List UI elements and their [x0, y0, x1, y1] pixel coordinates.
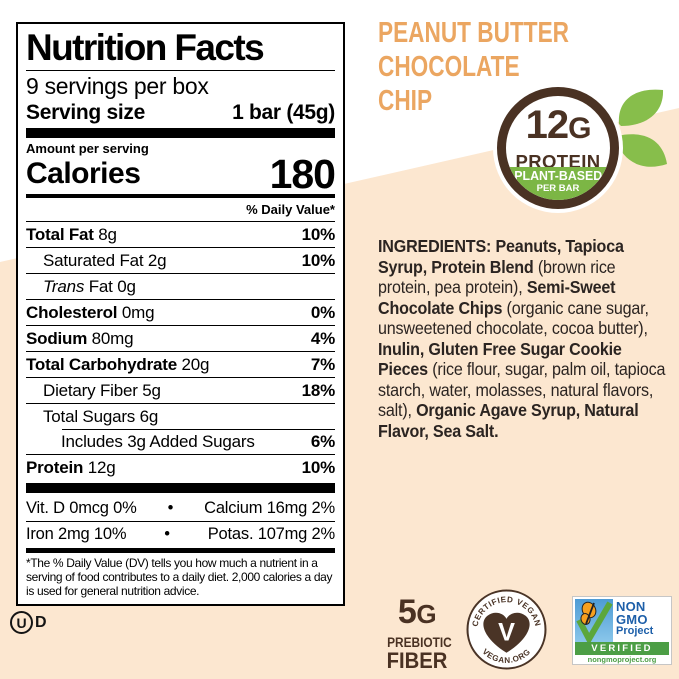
vegan-heart-icon: [483, 612, 530, 653]
kosher-circle-u-icon: U: [10, 611, 33, 634]
fiber-grams: 5G: [383, 595, 451, 633]
gmo-word: GMO: [616, 611, 648, 627]
daily-value-footnote: *The % Daily Value (DV) tells you how mu…: [26, 556, 333, 598]
product-flavor-title-line: CHOCOLATE: [378, 51, 520, 83]
prebiotic-word: PREBIOTIC: [387, 635, 452, 650]
micronutrient-row: Iron 2mg 10% • Potas. 107mg 2%: [26, 521, 335, 547]
divider-thick: [26, 483, 335, 493]
nutrient-row: Protein 12g 10%: [26, 454, 335, 480]
product-flavor-title-line: CHIP: [378, 85, 433, 117]
micronutrient-rows: Vit. D 0mcg 0% • Calcium 16mg 2% Iron 2mg 1…: [26, 496, 335, 547]
verified-bar: VERIFIED: [575, 642, 669, 655]
ingredients-segment: Organic Agave Syrup, Natural Flavor, Sea…: [378, 400, 639, 441]
kosher-ou-d-mark: U D: [10, 611, 47, 634]
leaves-icon: [616, 89, 667, 167]
micronutrient-row: Vit. D 0mcg 0% • Calcium 16mg 2%: [26, 499, 335, 517]
plant-based-banner: PLANT-BASED PER BAR: [506, 167, 610, 200]
butterfly-checkmark-icon: [575, 599, 613, 646]
divider-thick: [26, 128, 335, 138]
protein-grams: 12G: [525, 103, 592, 153]
divider-hairline: [26, 70, 335, 71]
amount-per-serving-label: Amount per serving: [26, 141, 149, 156]
vegan-v-letter: V: [498, 619, 515, 647]
fiber-grams-unit: G: [416, 599, 437, 629]
daily-value-header: % Daily Value*: [246, 202, 335, 217]
calories-value: 180: [269, 151, 336, 197]
nutrient-row: Dietary Fiber 5g 18%: [26, 377, 335, 403]
fiber-word: FIBER: [386, 648, 448, 673]
divider-medium: [26, 548, 335, 553]
ingredients-segment: (brown rice protein, pea protein),: [378, 256, 616, 298]
non-gmo-url: nongmoproject.org: [587, 655, 657, 664]
ingredients-segment: Semi-Sweet Chocolate Chips: [378, 277, 616, 318]
product-flavor-title-line: PEANUT BUTTER: [378, 17, 570, 49]
nutrient-row: Total Sugars 6g: [26, 403, 335, 429]
nutrient-rows: Total Fat 8g 10% Saturated Fat 2g 10% Trans …: [26, 221, 335, 480]
divider-medium: [26, 194, 335, 198]
fiber-grams-number: 5: [397, 593, 417, 631]
protein-badge-ring: 12G PROTEIN PLANT-BASED PER BAR: [497, 87, 619, 209]
nutrient-row: Total Fat 8g 10%: [26, 221, 335, 247]
fiber-badge: 5G PREBIOTIC FIBER: [383, 595, 452, 673]
product-flavor-title: PEANUT BUTTER CHOCOLATE CHIP: [378, 16, 569, 118]
per-bar-text: PER BAR: [536, 183, 580, 194]
nutrient-row: Cholesterol 0mg 0%: [26, 299, 335, 325]
ingredients-text: INGREDIENTS: Peanuts, Tapioca Syrup, Pro…: [378, 236, 667, 441]
protein-word: PROTEIN: [515, 151, 601, 172]
nutrition-facts-panel: Nutrition Facts 9 servings per box Servi…: [16, 22, 345, 606]
serving-size-label: Serving size: [26, 101, 145, 124]
nutrition-facts-title: Nutrition Facts: [26, 27, 265, 68]
kosher-dairy-letter: D: [35, 613, 47, 631]
nutrient-row: Includes 3g Added Sugars 6%: [26, 429, 335, 454]
calories-row: Calories 180: [26, 151, 336, 197]
non-gmo-top-section: NON GMO Project: [575, 599, 669, 646]
non-gmo-wordmark: NON GMO Project: [613, 599, 669, 642]
nutrient-row: Trans Fat 0g: [26, 273, 335, 299]
protein-grams-unit: G: [568, 112, 591, 145]
certified-vegan-seal: CERTIFIED VEGAN VEGAN.ORG V: [466, 589, 547, 670]
serving-size-value: 1 bar (45g): [232, 101, 335, 124]
non-word: NON: [616, 599, 646, 614]
nutrient-row: Saturated Fat 2g 10%: [26, 247, 335, 273]
non-gmo-verified-seal: NON GMO Project VERIFIED nongmoproject.o…: [572, 596, 672, 665]
servings-per-container: 9 servings per box: [26, 73, 209, 99]
protein-grams-number: 12: [525, 103, 569, 147]
serving-size-row: Serving size 1 bar (45g): [26, 100, 335, 125]
protein-badge: 12G PROTEIN PLANT-BASED PER BAR: [493, 83, 623, 213]
ingredients-segment: (organic cane sugar, unsweetened chocola…: [378, 297, 649, 339]
plant-based-text: PLANT-BASED: [514, 168, 602, 183]
project-word: Project: [616, 625, 654, 637]
ingredients-segment: Inulin, Gluten Free Sugar Cookie Pieces: [378, 338, 622, 380]
calories-label: Calories: [26, 157, 141, 190]
nutrient-row: Sodium 80mg 4%: [26, 325, 335, 351]
ingredients-segment: (rice flour, sugar, palm oil, tapioca st…: [378, 359, 666, 420]
ingredients-segment: INGREDIENTS: Peanuts, Tapioca Syrup, Pro…: [378, 236, 624, 277]
nutrient-row: Total Carbohydrate 20g 7%: [26, 351, 335, 377]
